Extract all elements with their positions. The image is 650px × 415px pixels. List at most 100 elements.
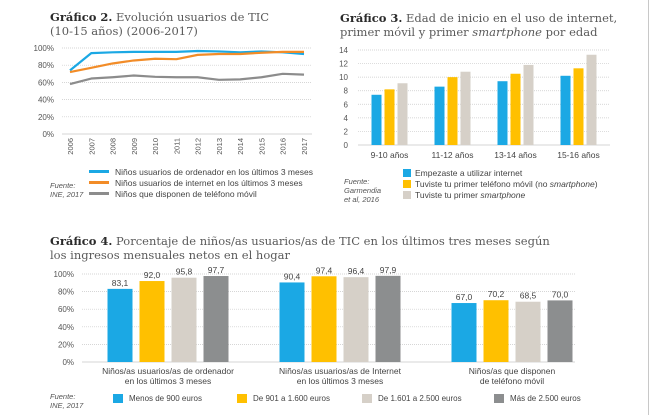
legend-label: Menos de 900 euros [129,394,202,403]
legend-label: Más de 2.500 euros [510,394,581,403]
x-tick-label: 9-10 años [371,150,409,160]
chart4-source-ref: INE, 2017 [50,401,84,410]
bar [107,288,133,362]
bar [460,71,471,145]
y-tick-label: 0 [344,141,349,150]
series-line [69,49,305,72]
bar [497,81,508,145]
y-tick-label: 14 [339,46,348,55]
data-label: 95,8 [176,267,193,277]
bar [311,276,337,362]
bar [523,64,534,145]
chart2-source: Fuente: INE, 2017 [50,181,83,199]
y-tick-label: 100% [54,270,74,279]
y-tick-label: 0% [42,130,54,139]
chart3-title-italic: smartphone [472,25,542,39]
chart2-title-line2: (10-15 años) (2006-2017) [50,24,198,38]
bar [171,277,197,362]
series-line [69,72,305,86]
x-tick-label: 2006 [66,138,75,155]
x-tick-label: Niños/as usuarios/as de ordenador [102,366,234,376]
chart4-title-line1: Porcentaje de niños/as usuarios/as de TI… [116,234,550,248]
data-label: 96,4 [348,266,365,276]
bar [573,68,584,145]
legend-swatch [403,190,411,199]
y-tick-label: 4 [344,114,349,123]
chart3-title-label: Gráfico 3. [340,11,403,25]
y-tick-label: 80% [58,288,74,297]
chart2-legend: Niños usuarios de ordenador en los últim… [89,166,313,199]
y-tick-label: 8 [344,87,349,96]
bar [547,300,573,362]
chart4-source-label: Fuente: [50,392,76,401]
x-tick-label: 2012 [194,138,203,155]
chart3-title-line2: primer móvil y primer [340,25,473,39]
legend-label-italic: smartphone [480,189,526,200]
data-label: 70,0 [552,289,569,299]
x-tick-label: en los últimos 3 meses [297,376,383,386]
y-tick-label: 0% [62,358,74,367]
chart2-source-ref: INE, 2017 [50,190,84,199]
data-label: 97,9 [380,265,397,275]
y-tick-label: 6 [344,100,349,109]
legend-label: Empezaste a utilizar internet [415,167,523,178]
data-label: 70,2 [488,289,505,299]
legend-label: Niños usuarios de internet en los último… [115,177,303,188]
chart4-title: Gráfico 4. Porcentaje de niños/as usuari… [50,234,550,262]
chart3-source: Fuente: Garmendia et al, 2016 [344,177,381,204]
x-tick-label: 15-16 años [557,150,600,160]
y-tick-label: 40% [58,323,74,332]
bar [371,94,382,145]
bar [515,301,541,362]
x-tick-label: Niños/as que disponen [469,366,556,376]
y-tick-label: 20% [38,113,54,122]
y-tick-label: 40% [38,96,54,105]
data-label: 67,0 [456,292,473,302]
legend-label: Tuviste tu primer [415,189,481,200]
bar [586,54,597,145]
y-tick-label: 12 [339,60,348,69]
legend-item: Empezaste a utilizar internet [403,167,598,178]
x-tick-label: 2014 [236,138,245,155]
chart3-source-author: Garmendia [344,186,382,195]
bar [510,73,521,145]
data-label: 97,7 [208,265,225,275]
legend-label: Tuviste tu primer teléfono móvil (no [415,178,550,189]
chart3-title: Gráfico 3. Edad de inicio en el uso de i… [340,11,617,39]
y-tick-label: 20% [58,340,74,349]
legend-label: Niños usuarios de ordenador en los últim… [115,166,313,177]
bar [343,277,369,362]
legend-item: De 901 a 1.600 euros [237,394,330,403]
x-tick-label: 13-14 años [494,150,537,160]
y-tick-label: 100% [34,44,54,53]
legend-item: Niños que disponen de teléfono móvil [89,188,313,199]
bar [384,89,395,145]
bar [279,282,305,362]
data-label: 68,5 [520,291,537,301]
x-tick-label: 2009 [130,138,139,155]
chart3-title-line1: Edad de inicio en el uso de internet, [406,11,618,25]
x-tick-label: 2016 [279,138,288,155]
legend-item: Niños usuarios de internet en los último… [89,177,313,188]
chart3-bar-chart: 0 2 4 6 8 10 12 14 9-10 años 11-12 años 13-14 años… [339,46,610,160]
x-tick-label: 2015 [257,138,266,155]
x-tick-label: 11-12 años [432,150,474,160]
legend-swatch [89,192,109,195]
legend-swatch [89,181,109,184]
chart4-bar-chart: 0% 20% 40% 60% 80% 100% 83,1 92,0 95,8 97,7 Niños/… [54,265,575,386]
legend-swatch [494,394,504,403]
legend-swatch [113,394,123,403]
legend-item: Más de 2.500 euros [494,394,581,403]
x-tick-label: 2017 [300,138,309,155]
bar [203,276,229,362]
legend-label-end: ) [594,178,598,189]
page-edge-divider [648,0,649,415]
chart3-source-year: et al, 2016 [344,195,380,204]
legend-swatch [362,394,372,403]
data-label: 90,4 [284,271,301,281]
y-tick-label: 10 [339,73,348,82]
chart4-source: Fuente: INE, 2017 [50,392,83,410]
legend-label-italic: smartphone [549,178,595,189]
legend-label: De 901 a 1.600 euros [253,394,330,403]
bar [560,75,571,145]
